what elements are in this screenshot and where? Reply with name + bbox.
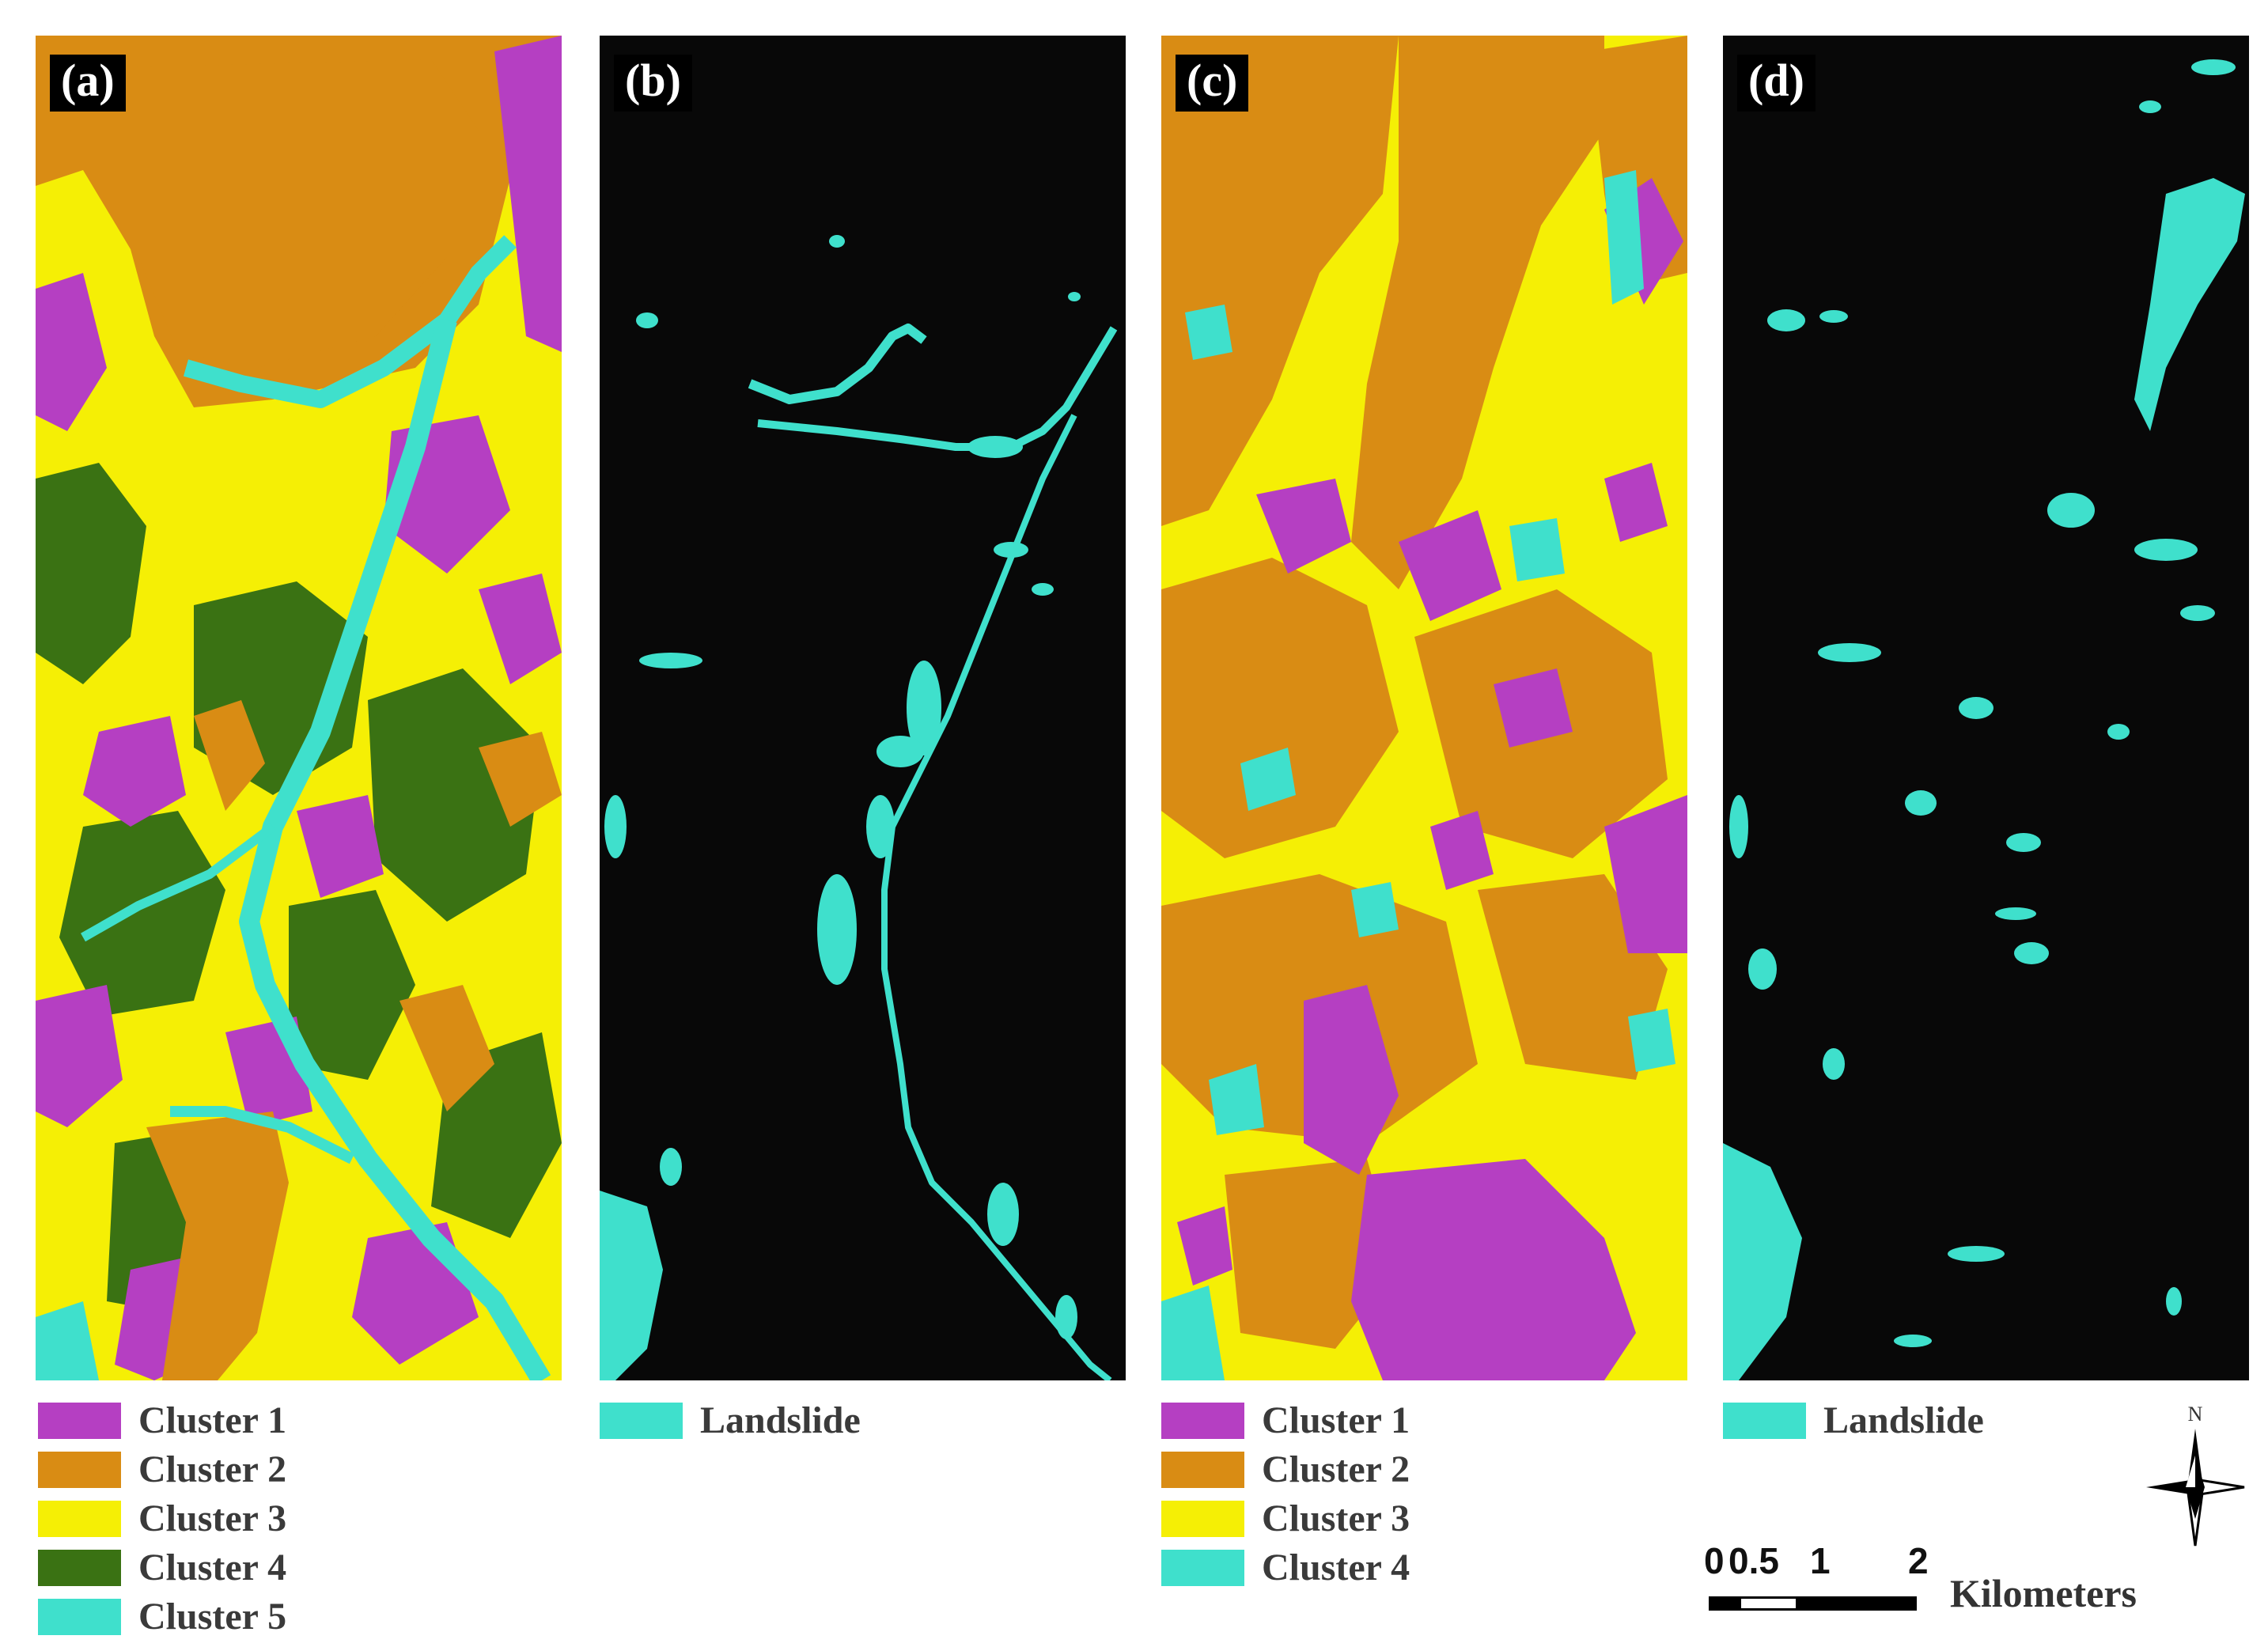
legend-d: Landslide bbox=[1723, 1396, 1984, 1445]
legend-label: Cluster 3 bbox=[1262, 1497, 1410, 1539]
legend-label: Cluster 2 bbox=[1262, 1448, 1410, 1490]
legend-label: Cluster 1 bbox=[138, 1399, 287, 1441]
legend-item: Landslide bbox=[600, 1396, 861, 1445]
panel-c-cluster-map: (c) bbox=[1161, 36, 1687, 1380]
legend-item: Cluster 3 bbox=[38, 1494, 286, 1543]
panel-a-cluster-map: (a) bbox=[36, 36, 562, 1380]
scale-tick-label: 1 bbox=[1810, 1540, 1831, 1581]
legend-item: Cluster 1 bbox=[1161, 1396, 1410, 1445]
panel-b-landslide-map: (b) bbox=[600, 36, 1126, 1380]
landslide-map-b bbox=[600, 36, 1126, 1380]
cluster-map-c bbox=[1161, 36, 1687, 1380]
legend-label: Cluster 4 bbox=[138, 1547, 287, 1588]
legend-label: Cluster 1 bbox=[1262, 1399, 1410, 1441]
scale-segment bbox=[1709, 1596, 1739, 1611]
legend-label: Cluster 3 bbox=[138, 1497, 287, 1539]
scale-tick-label: 0.5 bbox=[1728, 1540, 1779, 1581]
cluster-map-a bbox=[36, 36, 562, 1380]
legend-item: Cluster 3 bbox=[1161, 1494, 1410, 1543]
legend-item: Cluster 1 bbox=[38, 1396, 286, 1445]
legend-a: Cluster 1 Cluster 2 Cluster 3 Cluster 4 … bbox=[38, 1396, 286, 1641]
legend-item: Cluster 2 bbox=[1161, 1445, 1410, 1494]
scale-tick-label: 2 bbox=[1908, 1540, 1929, 1581]
cluster-4-swatch bbox=[1161, 1550, 1244, 1586]
landslide-swatch bbox=[1723, 1403, 1806, 1439]
legend-label: Landslide bbox=[700, 1399, 861, 1441]
scale-tick-label: 0 bbox=[1704, 1540, 1725, 1581]
cluster-2-swatch bbox=[1161, 1452, 1244, 1488]
scale-segment bbox=[1739, 1596, 1798, 1611]
cluster-2-swatch bbox=[38, 1452, 121, 1488]
scale-unit-label: Kilometers bbox=[1950, 1571, 2137, 1615]
cluster-3-swatch bbox=[38, 1501, 121, 1537]
legend-item: Cluster 4 bbox=[38, 1543, 286, 1592]
scale-segment bbox=[1798, 1596, 1917, 1611]
legend-label: Cluster 2 bbox=[138, 1448, 287, 1490]
legend-item: Landslide bbox=[1723, 1396, 1984, 1445]
north-arrow: N bbox=[2140, 1400, 2251, 1554]
panel-d-label: (d) bbox=[1737, 55, 1816, 112]
panel-a-label: (a) bbox=[50, 55, 126, 112]
landslide-swatch bbox=[600, 1403, 683, 1439]
compass-icon: N bbox=[2146, 1403, 2245, 1547]
panel-b-label: (b) bbox=[614, 55, 692, 112]
legend-label: Landslide bbox=[1823, 1399, 1984, 1441]
legend-item: Cluster 5 bbox=[38, 1592, 286, 1641]
legend-item: Cluster 4 bbox=[1161, 1543, 1410, 1592]
legend-label: Cluster 5 bbox=[138, 1596, 287, 1638]
legend-item: Cluster 2 bbox=[38, 1445, 286, 1494]
cluster-4-swatch bbox=[38, 1550, 121, 1586]
scale-bar: 0 0.5 1 2 Kilometers bbox=[1704, 1540, 2183, 1630]
cluster-1-swatch bbox=[1161, 1403, 1244, 1439]
legend-c: Cluster 1 Cluster 2 Cluster 3 Cluster 4 bbox=[1161, 1396, 1410, 1592]
cluster-3-swatch bbox=[1161, 1501, 1244, 1537]
panel-c-label: (c) bbox=[1176, 55, 1249, 112]
legend-b: Landslide bbox=[600, 1396, 861, 1445]
landslide-map-d bbox=[1723, 36, 2249, 1380]
north-label: N bbox=[2188, 1403, 2203, 1426]
cluster-1-swatch bbox=[38, 1403, 121, 1439]
panel-d-landslide-map: (d) bbox=[1723, 36, 2249, 1380]
legend-label: Cluster 4 bbox=[1262, 1547, 1410, 1588]
cluster-5-swatch bbox=[38, 1599, 121, 1635]
